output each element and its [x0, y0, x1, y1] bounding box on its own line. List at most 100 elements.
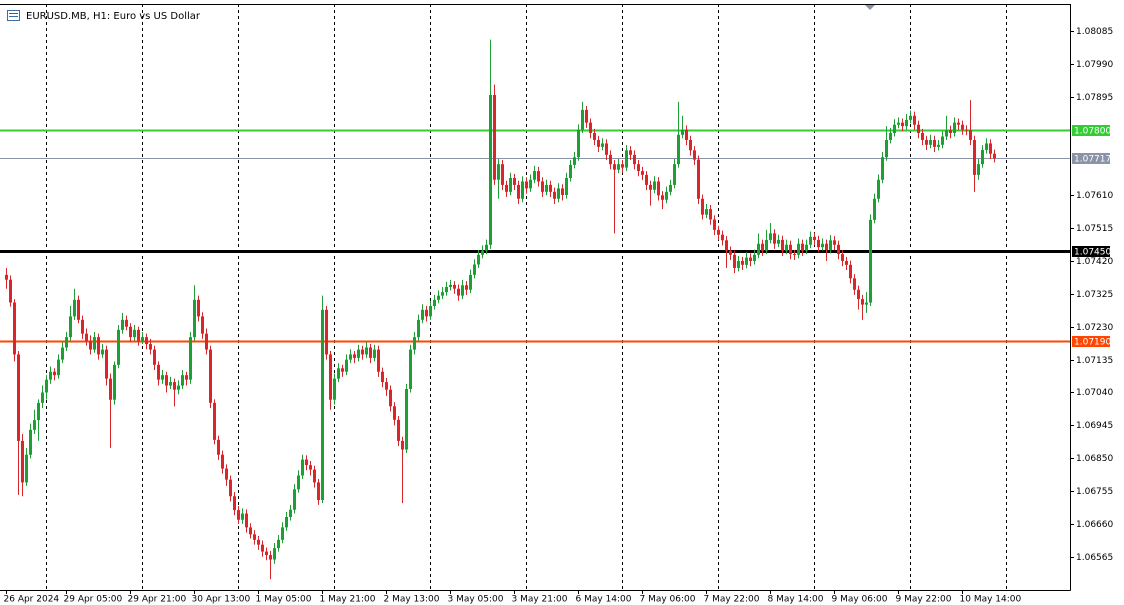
candle-body: [229, 479, 232, 497]
candle-body: [701, 198, 704, 215]
candle-body: [905, 119, 908, 127]
candle-body: [757, 243, 760, 255]
candle-body: [501, 164, 504, 185]
candle-body: [545, 184, 548, 192]
candle-body: [965, 129, 968, 131]
symbol-icon: [7, 10, 20, 21]
candle-body: [513, 178, 516, 185]
x-tick-label: 30 Apr 13:00: [192, 595, 251, 605]
candle-body: [665, 191, 668, 200]
candle-body: [277, 539, 280, 549]
candle-body: [521, 181, 524, 199]
x-tick-label: 7 May 22:00: [704, 595, 760, 605]
candle-body: [797, 243, 800, 255]
x-tick-label: 2 May 13:00: [384, 595, 440, 605]
candle-body: [149, 344, 152, 350]
candle-body: [973, 139, 976, 175]
candle-body: [189, 337, 192, 380]
y-tick-label: 1.07990: [1076, 60, 1113, 70]
candle-body: [257, 539, 260, 545]
candle-body: [409, 349, 412, 390]
candle-body: [649, 184, 652, 190]
x-tick-label: 9 May 22:00: [896, 595, 952, 605]
candle-body: [385, 382, 388, 390]
candle-body: [65, 337, 68, 348]
candle-body: [949, 129, 952, 134]
candle-body: [613, 164, 616, 170]
candle-body: [57, 359, 60, 376]
candle-body: [197, 299, 200, 317]
candle-body: [689, 139, 692, 151]
candle-body: [529, 179, 532, 189]
candle-body: [165, 375, 168, 386]
candle-body: [981, 149, 984, 165]
candle-body: [549, 184, 552, 192]
candle-body: [681, 129, 684, 135]
candle-body: [661, 195, 664, 200]
candle-body: [437, 295, 440, 300]
x-tick-label: 1 May 21:00: [320, 595, 376, 605]
candle-body: [285, 517, 288, 528]
candle-body: [761, 243, 764, 251]
candle-body: [717, 229, 720, 235]
candle-body: [21, 440, 24, 483]
candle-body: [181, 375, 184, 386]
candle-body: [161, 375, 164, 380]
candle-body: [653, 181, 656, 190]
candle-body: [885, 139, 888, 158]
y-tick-label: 1.06565: [1076, 553, 1113, 563]
x-tick-label: 29 Apr 21:00: [128, 595, 187, 605]
candle-body: [793, 254, 796, 256]
candle-body: [865, 302, 868, 305]
candle-body: [109, 378, 112, 400]
candle-body: [365, 347, 368, 355]
x-tick-label: 3 May 21:00: [512, 595, 568, 605]
candle-body: [297, 475, 300, 490]
candle-body: [345, 359, 348, 372]
price-level-box: [1072, 246, 1110, 257]
candle-body: [677, 134, 680, 165]
candle-body: [821, 243, 824, 248]
candle-body: [861, 299, 864, 305]
candle-body: [565, 178, 568, 195]
x-tick-label: 26 Apr 2024: [4, 595, 60, 605]
candle-body: [725, 240, 728, 251]
candle-body: [225, 468, 228, 480]
candle-body: [193, 299, 196, 338]
candle-body: [901, 122, 904, 127]
candle-body: [69, 316, 72, 338]
candle-body: [505, 184, 508, 192]
candle-body: [733, 254, 736, 268]
candle-body: [337, 368, 340, 379]
price-level-box: [1072, 125, 1110, 136]
candle-body: [421, 309, 424, 320]
candle-body: [301, 459, 304, 476]
y-tick-label: 1.07230: [1076, 323, 1113, 333]
y-tick-label: 1.06850: [1076, 454, 1113, 464]
candle-body: [377, 349, 380, 372]
candle-body: [273, 548, 276, 560]
candle-body: [961, 124, 964, 130]
candle-body: [29, 429, 32, 455]
candles: [5, 39, 996, 580]
candle-body: [853, 278, 856, 290]
candle-body: [969, 129, 972, 140]
candle-body: [473, 264, 476, 275]
candle-body: [581, 109, 584, 130]
candle-body: [129, 326, 132, 338]
candle-body: [485, 244, 488, 251]
candle-body: [541, 181, 544, 192]
candle-body: [497, 164, 500, 180]
candle-body: [113, 364, 116, 400]
y-tick-label: 1.08085: [1076, 27, 1113, 37]
candle-body: [309, 465, 312, 470]
levels: [0, 129, 1070, 343]
candle-body: [857, 289, 860, 300]
candle-body: [825, 243, 828, 250]
candle-body: [553, 191, 556, 199]
candle-body: [93, 337, 96, 350]
candle-body: [517, 184, 520, 199]
candle-body: [893, 124, 896, 134]
